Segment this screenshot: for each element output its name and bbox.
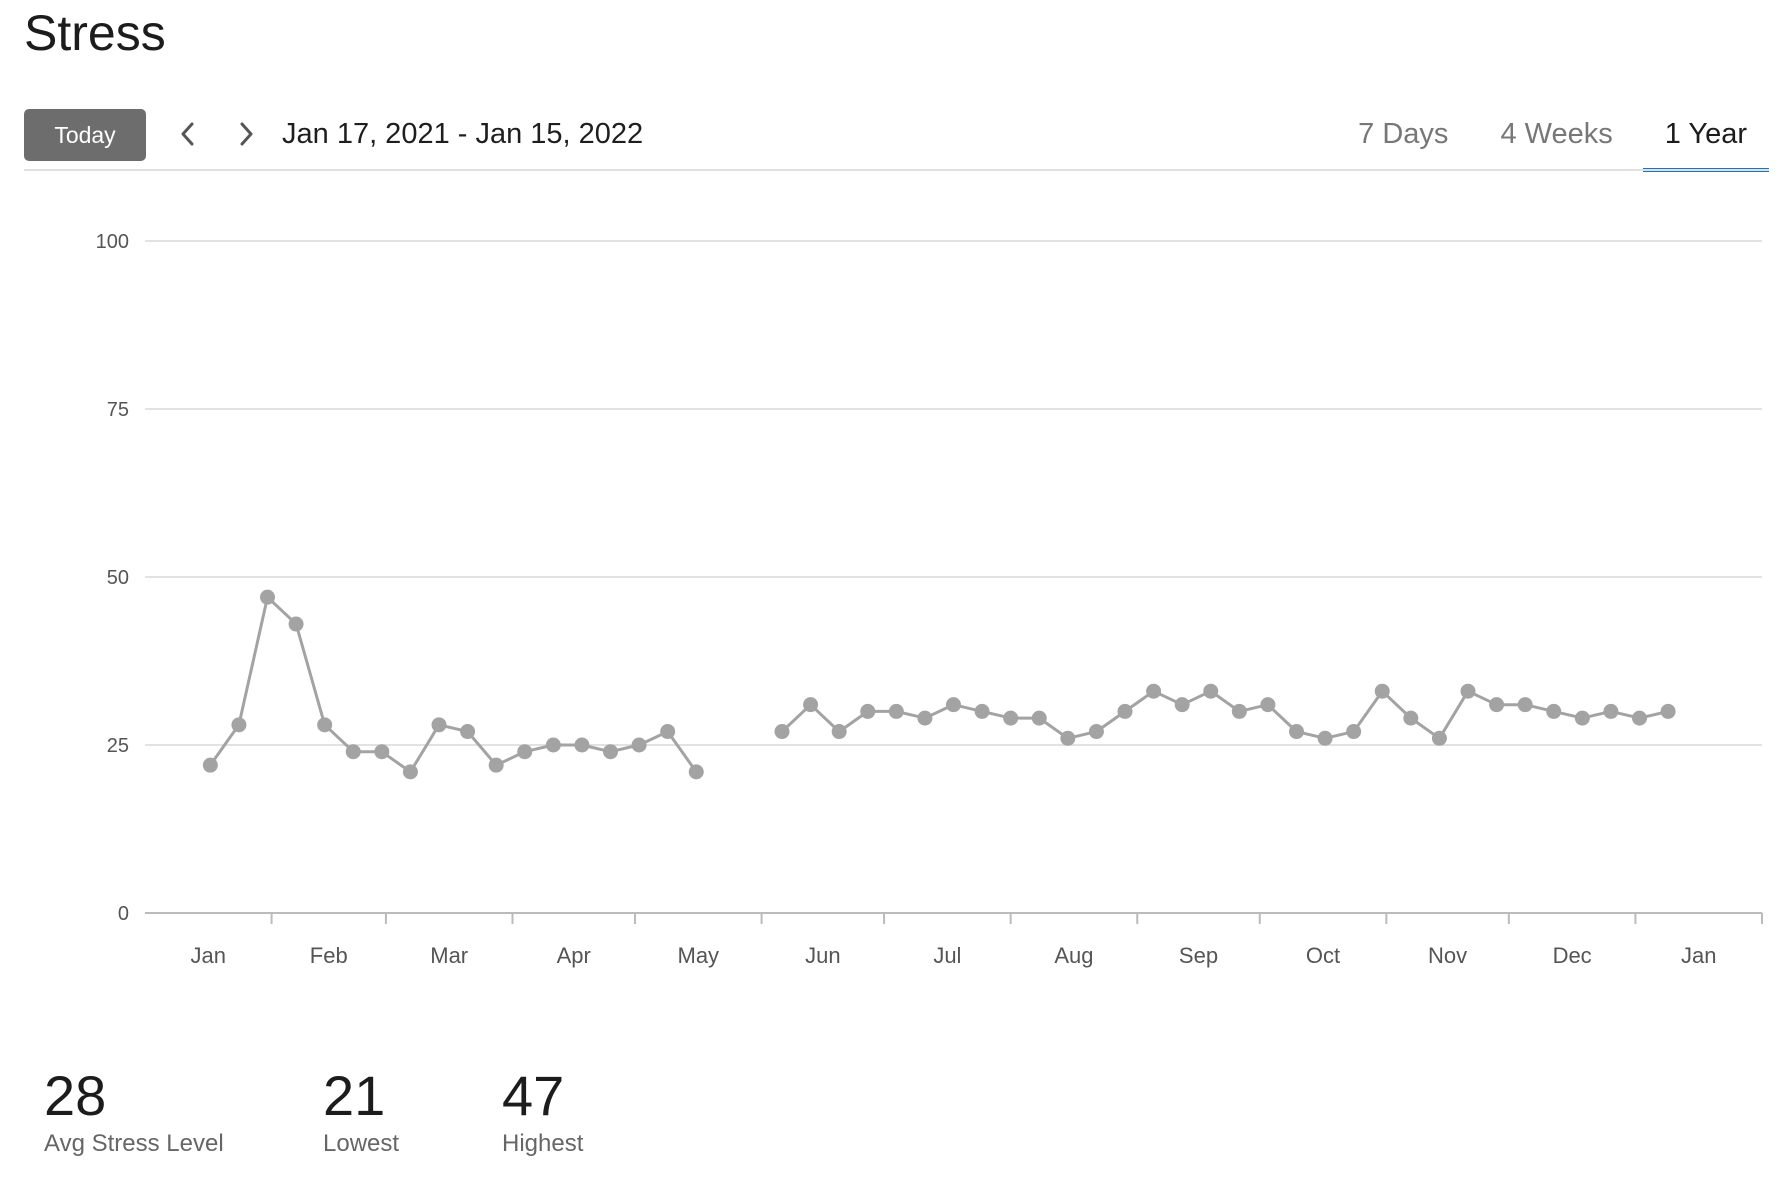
x-tick-label: Feb xyxy=(310,943,348,968)
data-point xyxy=(974,703,990,719)
data-point xyxy=(431,717,447,733)
data-point xyxy=(1431,730,1447,746)
data-point xyxy=(860,703,876,719)
data-point xyxy=(1603,703,1619,719)
data-point xyxy=(545,737,561,753)
data-point xyxy=(1489,697,1505,713)
previous-period-button[interactable] xyxy=(170,114,206,154)
stat-highest: 47 Highest xyxy=(502,1066,583,1158)
today-button[interactable]: Today xyxy=(24,109,146,161)
data-point xyxy=(574,737,590,753)
data-point xyxy=(603,744,618,760)
next-period-button[interactable] xyxy=(228,114,264,154)
data-point xyxy=(1146,683,1162,699)
stat-average-value: 28 xyxy=(44,1064,107,1127)
data-point xyxy=(402,764,418,780)
toolbar-divider xyxy=(24,169,1769,171)
data-point xyxy=(1346,724,1362,740)
data-point xyxy=(774,724,790,740)
data-point xyxy=(660,724,676,740)
x-tick-label: Jun xyxy=(805,943,840,968)
x-tick-label: Oct xyxy=(1306,943,1340,968)
data-point xyxy=(1260,697,1276,713)
stat-average-label: Avg Stress Level xyxy=(44,1130,224,1157)
x-tick-label: Jul xyxy=(933,943,961,968)
data-point xyxy=(345,744,361,760)
data-point xyxy=(888,703,904,719)
data-point xyxy=(917,710,933,726)
data-point xyxy=(946,697,961,713)
data-point xyxy=(1574,710,1590,726)
stat-lowest: 21 Lowest xyxy=(323,1066,399,1158)
data-point xyxy=(517,744,533,760)
x-tick-label: Nov xyxy=(1428,943,1467,968)
data-point xyxy=(1231,703,1247,719)
data-point xyxy=(803,697,819,713)
data-point xyxy=(1088,724,1104,740)
stress-line-chart: 0 25 50 75 100 Jan Feb Mar Apr May Jun Jul Aug Sep Oct… xyxy=(96,231,1763,968)
data-point xyxy=(317,717,333,733)
stat-lowest-value: 21 xyxy=(323,1064,386,1127)
data-point xyxy=(1289,724,1304,740)
date-range-label: Jan 17, 2021 - Jan 15, 2022 xyxy=(282,118,644,150)
x-tick-label: Mar xyxy=(430,943,468,968)
data-point xyxy=(1632,710,1647,726)
data-point xyxy=(688,764,704,780)
data-point xyxy=(1517,697,1533,713)
x-tick-label: Apr xyxy=(557,943,591,968)
tab-7-days[interactable]: 7 Days xyxy=(1358,118,1449,150)
data-point xyxy=(1460,683,1476,699)
data-point xyxy=(260,589,275,605)
x-tick-label: Jan xyxy=(191,943,226,968)
data-point xyxy=(1374,683,1390,699)
y-tick-label: 100 xyxy=(96,231,129,253)
date-toolbar: Today Jan 17, 2021 - Jan 15, 2022 7 Days… xyxy=(24,108,1769,172)
data-point xyxy=(202,757,218,773)
data-point xyxy=(374,744,390,760)
data-point xyxy=(1403,710,1419,726)
data-point xyxy=(631,737,647,753)
x-tick-label: Jan xyxy=(1681,943,1716,968)
page-title: Stress xyxy=(24,5,166,61)
y-tick-label: 75 xyxy=(107,399,129,421)
x-tick-label: Sep xyxy=(1179,943,1218,968)
data-point xyxy=(1031,710,1047,726)
data-point xyxy=(831,724,847,740)
data-point xyxy=(460,724,476,740)
x-tick-label: Aug xyxy=(1054,943,1093,968)
data-point xyxy=(1003,710,1019,726)
stat-highest-value: 47 xyxy=(502,1064,565,1127)
data-point xyxy=(1117,703,1133,719)
y-tick-label: 0 xyxy=(118,903,129,925)
data-point xyxy=(1660,703,1676,719)
chevron-left-icon xyxy=(181,122,194,146)
tab-4-weeks[interactable]: 4 Weeks xyxy=(1500,118,1613,150)
data-point xyxy=(1060,730,1076,746)
stat-average: 28 Avg Stress Level xyxy=(44,1066,224,1158)
data-point xyxy=(1203,683,1219,699)
x-tick-label: Dec xyxy=(1553,943,1592,968)
chevron-right-icon xyxy=(240,122,253,146)
data-point xyxy=(231,717,247,733)
data-point xyxy=(1317,730,1333,746)
x-tick-label: May xyxy=(678,943,720,968)
data-point xyxy=(1174,697,1190,713)
stat-lowest-label: Lowest xyxy=(323,1130,400,1157)
series-line xyxy=(780,689,1669,740)
data-point xyxy=(288,616,304,632)
y-tick-label: 25 xyxy=(107,735,129,757)
stat-highest-label: Highest xyxy=(502,1130,584,1157)
data-point xyxy=(1546,703,1562,719)
y-tick-label: 50 xyxy=(107,567,129,589)
data-point xyxy=(488,757,504,773)
